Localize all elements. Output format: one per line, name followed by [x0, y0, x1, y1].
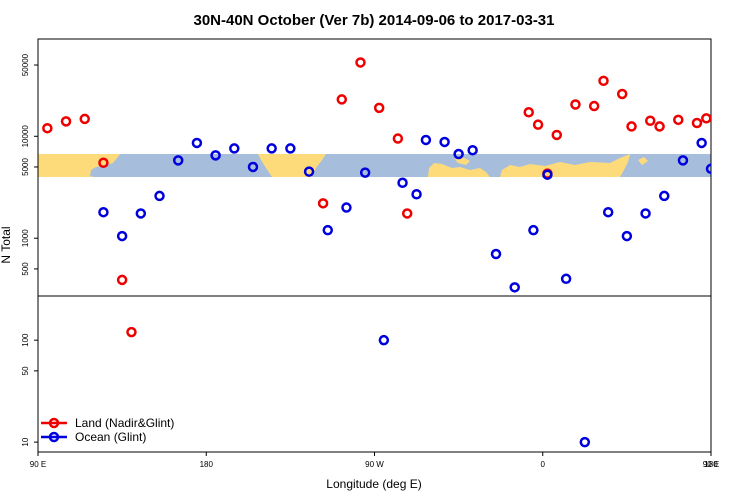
ocean-point	[191, 137, 203, 149]
land-point	[317, 198, 329, 209]
ocean-point	[98, 206, 109, 218]
ocean-point	[659, 190, 670, 202]
plot-frame	[37, 38, 712, 453]
land-point	[626, 121, 637, 132]
land-point	[570, 99, 581, 110]
land-point	[644, 115, 656, 127]
land-point	[401, 208, 413, 219]
y-tick-label: 500	[21, 262, 30, 276]
ocean-point	[560, 273, 572, 285]
x-tick-label: 90 E	[703, 460, 719, 469]
ocean-point	[359, 167, 371, 178]
x-tick-label: 180	[704, 460, 718, 469]
legend-ocean-label: Ocean (Glint)	[75, 430, 146, 444]
land-point	[336, 94, 348, 105]
ocean-point	[322, 224, 334, 236]
x-tick-label: 180	[200, 460, 214, 469]
x-tick-label: 90 E	[30, 460, 46, 469]
ocean-point	[172, 155, 184, 166]
land-point	[598, 75, 609, 87]
ocean-point	[135, 208, 147, 219]
y-tick-label: 100	[21, 333, 30, 347]
ocean-point	[210, 150, 221, 161]
land-point	[551, 129, 563, 141]
legend-ocean-marker	[48, 431, 60, 443]
ocean-point	[378, 334, 390, 346]
y-tick-label: 10	[21, 437, 30, 446]
ocean-point	[266, 143, 277, 154]
land-point	[716, 159, 724, 167]
ocean-point	[579, 436, 591, 448]
land-point	[79, 113, 90, 125]
ocean-point	[341, 202, 352, 213]
ocean-point	[229, 143, 240, 154]
land-point	[42, 122, 53, 134]
ocean-point	[528, 224, 539, 236]
land-point	[523, 107, 534, 118]
y-axis-label: N Total	[0, 226, 13, 263]
ocean-point	[247, 161, 259, 173]
ocean-point	[420, 134, 432, 146]
map-land-japan-east	[638, 157, 648, 165]
land-point	[355, 57, 366, 68]
land-point	[60, 116, 72, 127]
map-land-north-america	[258, 154, 326, 177]
x-axis-label: Longitude (deg E)	[326, 477, 421, 491]
y-tick-label: 1000	[21, 229, 30, 247]
legend: Land (Nadir&Glint) Ocean (Glint)	[41, 416, 174, 444]
ocean-point	[602, 206, 614, 218]
y-tick-label: 50	[21, 366, 30, 375]
y-tick-label: 50000	[21, 53, 30, 76]
ocean-point	[453, 148, 464, 160]
land-point	[616, 88, 628, 100]
land-point	[98, 157, 109, 169]
legend-land-label: Land (Nadir&Glint)	[75, 416, 174, 430]
land-point	[691, 117, 703, 129]
land-point	[654, 121, 665, 132]
ocean-point	[285, 143, 296, 154]
legend-land-marker	[48, 417, 60, 429]
ocean-point	[542, 169, 553, 180]
world-map-strip	[38, 154, 711, 177]
ocean-point	[411, 189, 422, 200]
ocean-point	[677, 155, 689, 166]
land-point	[740, 276, 748, 284]
ocean-point	[116, 230, 128, 242]
x-tick-label: 0	[541, 460, 546, 469]
ocean-point	[696, 137, 707, 149]
ocean-point	[490, 248, 502, 260]
ocean-point	[621, 230, 633, 242]
map-land-iberia-africa	[428, 163, 490, 177]
ocean-point	[303, 166, 315, 177]
map-land-asia-east	[500, 154, 630, 177]
y-axis: 10 50 100 500 1000 5000 10000 50000	[21, 53, 38, 447]
chart-title: 30N-40N October (Ver 7b) 2014-09-06 to 2…	[193, 12, 554, 29]
ocean-point	[509, 282, 520, 293]
data-points	[42, 57, 748, 448]
x-tick-label: 90 W	[365, 460, 384, 469]
land-point	[588, 100, 600, 112]
ocean-point	[154, 190, 165, 202]
y-tick-label: 10000	[21, 125, 30, 148]
ocean-point	[467, 144, 478, 156]
plot-border	[37, 38, 712, 453]
ocean-point	[640, 208, 651, 219]
y-tick-label: 5000	[21, 158, 30, 176]
land-point	[673, 114, 684, 126]
land-point	[532, 119, 544, 130]
ocean-point	[705, 163, 711, 175]
ocean-point	[439, 136, 450, 148]
land-point	[392, 133, 404, 144]
land-point	[701, 113, 711, 124]
land-point	[373, 102, 385, 114]
land-point	[116, 274, 128, 286]
land-point	[126, 326, 137, 338]
ocean-point	[397, 177, 408, 189]
